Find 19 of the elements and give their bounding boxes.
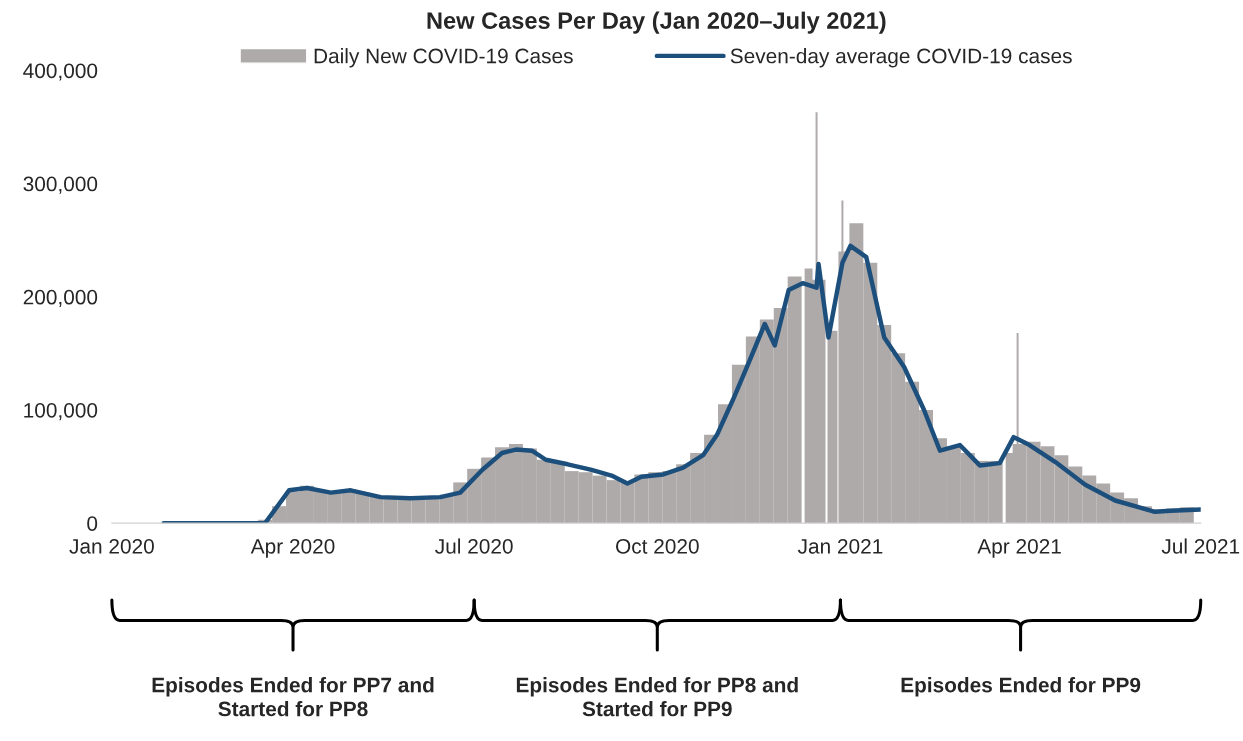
y-tick-label: 0 bbox=[87, 516, 98, 531]
text: Episodes Ended for PP9 bbox=[901, 677, 1141, 697]
x-tick-label: Jan 2020 bbox=[69, 538, 154, 554]
chart-title: New Cases Per Day (Jan 2020–July 2021) bbox=[427, 11, 886, 34]
y-tick-label: 400,000 bbox=[23, 63, 98, 81]
text: Episodes Ended for PP8 and Started for PP9 bbox=[516, 677, 798, 717]
legend-label: Seven-day average COVID-19 cases bbox=[730, 48, 1072, 68]
line-series bbox=[161, 243, 1201, 524]
y-tick-label: 100,000 bbox=[24, 402, 98, 421]
x-tick-label: Oct 2020 bbox=[616, 538, 699, 554]
x-tick-label: Jul 2020 bbox=[435, 538, 513, 554]
y-tick-label: 200,000 bbox=[23, 289, 98, 307]
legend-label: Daily New COVID-19 Cases bbox=[314, 48, 573, 68]
y-tick-label: 300,000 bbox=[23, 176, 98, 194]
x-tick-label: Apr 2021 bbox=[977, 538, 1061, 558]
x-tick-label: Apr 2020 bbox=[250, 538, 335, 558]
x-tick-label: Jan 2021 bbox=[797, 538, 883, 554]
x-tick-label: Jul 2021 bbox=[1161, 538, 1240, 554]
text: Episodes Ended for PP7 and Started for PP8 bbox=[152, 677, 434, 717]
